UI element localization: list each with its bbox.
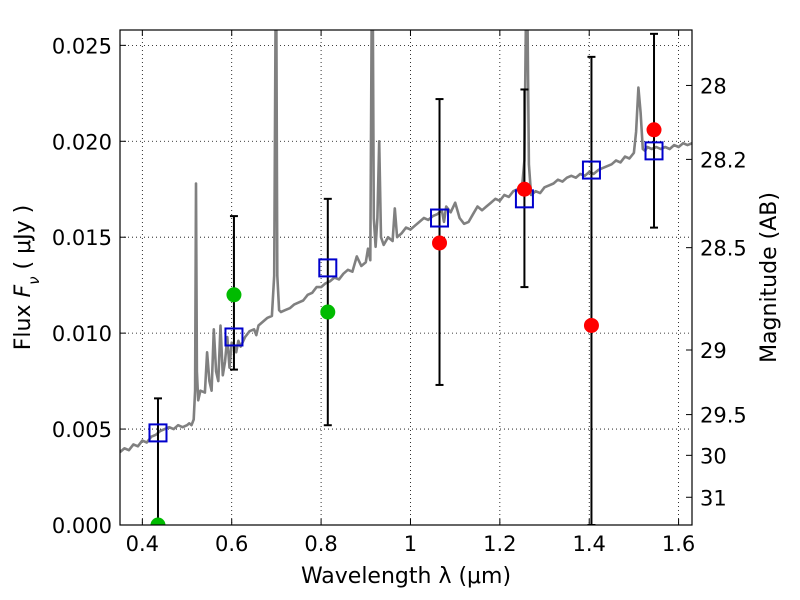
- y-axis-label: Flux Fν ( μJy ): [11, 205, 43, 350]
- right-axis-label: Magnitude (AB): [757, 192, 782, 363]
- observed-flux-point: [583, 317, 599, 333]
- x-tick-label: 0.8: [304, 532, 337, 556]
- synthetic-photometry-square: [581, 160, 601, 180]
- plot-frame: [119, 29, 693, 526]
- x-tick-label: 1.4: [573, 532, 606, 556]
- y-tick-label: 0.015: [52, 226, 112, 250]
- y2-tick-label: 30: [700, 444, 727, 468]
- y2-tick-label: 29.5: [700, 404, 747, 428]
- observed-flux-point: [646, 122, 662, 138]
- x-tick-label: 0.4: [126, 532, 159, 556]
- x-tick-label: 1.6: [662, 532, 695, 556]
- model-spectrum-line: [120, 30, 692, 454]
- y-axis-label-subscript: ν: [25, 276, 43, 284]
- y-tick-label: 0.005: [52, 418, 112, 442]
- plot-area: [120, 30, 692, 525]
- synthetic-photometry-square: [644, 141, 664, 161]
- y2-tick-label: 28.2: [700, 148, 747, 172]
- y-tick-label: 0.025: [52, 34, 112, 58]
- y2-tick-label: 29: [700, 339, 727, 363]
- x-tick-label: 1.2: [483, 532, 516, 556]
- x-tick-label: 1: [404, 532, 417, 556]
- y-tick-label: 0.020: [52, 130, 112, 154]
- observed-flux-point: [432, 235, 448, 251]
- observed-flux-point: [150, 517, 166, 525]
- x-axis-label: Wavelength λ (μm): [301, 564, 511, 589]
- synthetic-photometry-square: [430, 208, 450, 228]
- observed-flux-point: [226, 287, 242, 303]
- y2-tick-label: 31: [700, 486, 727, 510]
- grid-lines: [120, 30, 692, 526]
- synthetic-photometry-square: [224, 327, 244, 347]
- synthetic-photometry-square: [318, 258, 338, 278]
- observed-flux-point: [516, 181, 532, 197]
- y2-tick-label: 28.5: [700, 237, 747, 261]
- y-axis-label-post: ( μJy ): [11, 205, 36, 277]
- y-axis-label-pre: Flux: [11, 297, 36, 350]
- x-tick-label: 0.6: [215, 532, 248, 556]
- observed-flux-point: [320, 304, 336, 320]
- y-tick-label: 0.010: [52, 322, 112, 346]
- synthetic-photometry-square: [148, 423, 168, 443]
- y2-tick-label: 28: [700, 74, 727, 98]
- y-axis-label-symbol: F: [11, 284, 36, 297]
- y-tick-label: 0.000: [52, 514, 112, 538]
- axes: 0.4 0.6 0.8 1 1.2 1.4 1.6 0.000 0.005 0.010 0.015 0…: [52, 30, 747, 556]
